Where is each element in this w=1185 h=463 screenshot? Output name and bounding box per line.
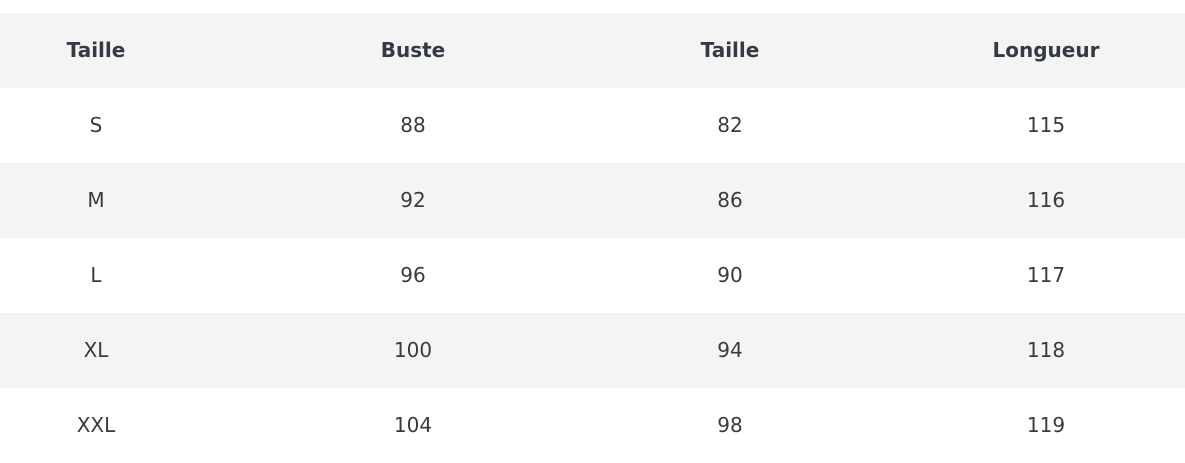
size-chart-table: Taille Buste Taille Longueur S 88 82 115…	[0, 13, 1185, 463]
table-cell: S	[89, 113, 103, 137]
table-cell: 115	[1026, 113, 1066, 137]
table-row: M 92 86 116	[0, 163, 1185, 238]
column-header: Taille	[66, 38, 126, 62]
table-cell: 82	[717, 113, 743, 137]
table-cell: 98	[717, 413, 743, 437]
table-row: XXL 104 98 119	[0, 388, 1185, 463]
table-cell: 104	[393, 413, 433, 437]
table-cell: M	[87, 188, 105, 212]
table-cell: 116	[1026, 188, 1066, 212]
table-cell: 92	[400, 188, 426, 212]
table-row: L 96 90 117	[0, 238, 1185, 313]
table-cell: XXL	[76, 413, 116, 437]
table-cell: 90	[717, 263, 743, 287]
column-header: Buste	[380, 38, 446, 62]
column-header: Taille	[700, 38, 760, 62]
table-cell: 100	[393, 338, 433, 362]
table-cell: 86	[717, 188, 743, 212]
table-cell: 88	[400, 113, 426, 137]
table-cell: 94	[717, 338, 743, 362]
table-row: XL 100 94 118	[0, 313, 1185, 388]
table-cell: 119	[1026, 413, 1066, 437]
table-cell: 96	[400, 263, 426, 287]
table-cell: XL	[83, 338, 109, 362]
table-cell: L	[90, 263, 102, 287]
column-header: Longueur	[992, 38, 1100, 62]
table-cell: 118	[1026, 338, 1066, 362]
table-row: S 88 82 115	[0, 88, 1185, 163]
table-header-row: Taille Buste Taille Longueur	[0, 13, 1185, 88]
table-cell: 117	[1026, 263, 1066, 287]
